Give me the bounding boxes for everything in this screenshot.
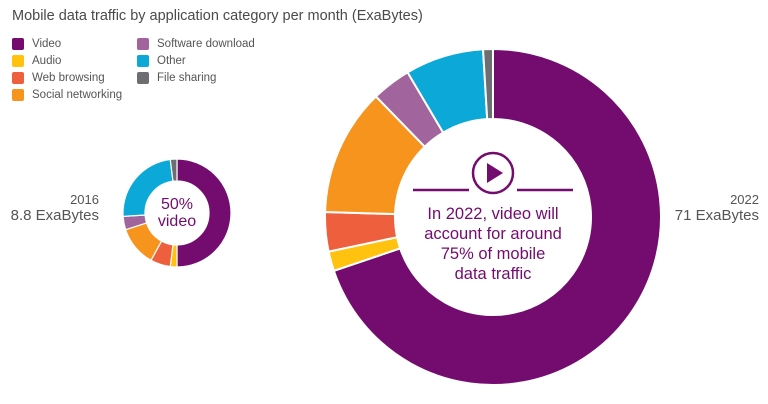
legend-label-social-networking: Social networking <box>32 89 123 101</box>
legend-swatch-file-sharing <box>137 72 149 84</box>
donut-2016-slice-other <box>122 158 174 218</box>
donut-2016-slice-web-browsing <box>150 240 174 268</box>
legend-label-file-sharing: File sharing <box>157 72 217 84</box>
legend-label-software-download: Software download <box>157 38 255 50</box>
year-2022-total: 71 ExaBytes <box>674 207 759 224</box>
year-2022-name: 2022 <box>730 192 759 207</box>
legend-item-web-browsing: Web browsing <box>12 72 105 84</box>
center-text-2022-line: account for around <box>424 225 562 243</box>
donut-2016-slice-file-sharing <box>169 158 178 182</box>
legend-label-video: Video <box>32 38 62 50</box>
center-text-2022-line: 75% of mobile <box>441 245 546 263</box>
legend-item-software-download: Software download <box>137 38 255 50</box>
legend-swatch-social-networking <box>12 89 24 101</box>
legend-item-audio: Audio <box>12 55 61 67</box>
year-label-2016: 2016 8.8 ExaBytes <box>11 192 99 224</box>
year-2016-total: 8.8 ExaBytes <box>10 207 99 224</box>
legend-swatch-other <box>137 55 149 67</box>
year-2016-name: 2016 <box>70 192 99 207</box>
legend-label-audio: Audio <box>32 55 62 67</box>
legend-label-web-browsing: Web browsing <box>32 72 105 84</box>
legend-swatch-audio <box>12 55 24 67</box>
legend-item-social-networking: Social networking <box>12 89 122 101</box>
chart-title: Mobile data traffic by application categ… <box>12 8 423 24</box>
legend-label-other: Other <box>157 55 186 67</box>
legend-swatch-web-browsing <box>12 72 24 84</box>
legend-swatch-video <box>12 38 24 50</box>
donut-2016-slice-video <box>176 158 232 268</box>
donut-2016-slice-social-networking <box>124 222 163 262</box>
legend-item-video: Video <box>12 38 61 50</box>
donut-2022-slice-audio <box>327 236 402 273</box>
donut-2022-slice-social-networking <box>324 95 427 216</box>
legend-swatch-software-download <box>137 38 149 50</box>
legend-item-file-sharing: File sharing <box>137 72 216 84</box>
center-text-2016-line: video <box>158 213 196 230</box>
center-text-2022-line: data traffic <box>455 265 532 283</box>
legend: Video Audio Web browsing Social networki… <box>0 0 768 110</box>
legend-item-other: Other <box>137 55 186 67</box>
donut-2016-slice-audio <box>169 244 178 268</box>
play-icon <box>471 151 515 195</box>
donut-2022-slice-web-browsing <box>324 210 399 253</box>
year-label-2022: 2022 71 ExaBytes <box>669 192 759 224</box>
donut-2016-slice-software-download <box>122 214 148 231</box>
play-icon-triangle <box>487 163 503 183</box>
center-text-2016-line: 50% <box>161 196 193 213</box>
center-text-2022-line: In 2022, video will <box>427 205 558 223</box>
